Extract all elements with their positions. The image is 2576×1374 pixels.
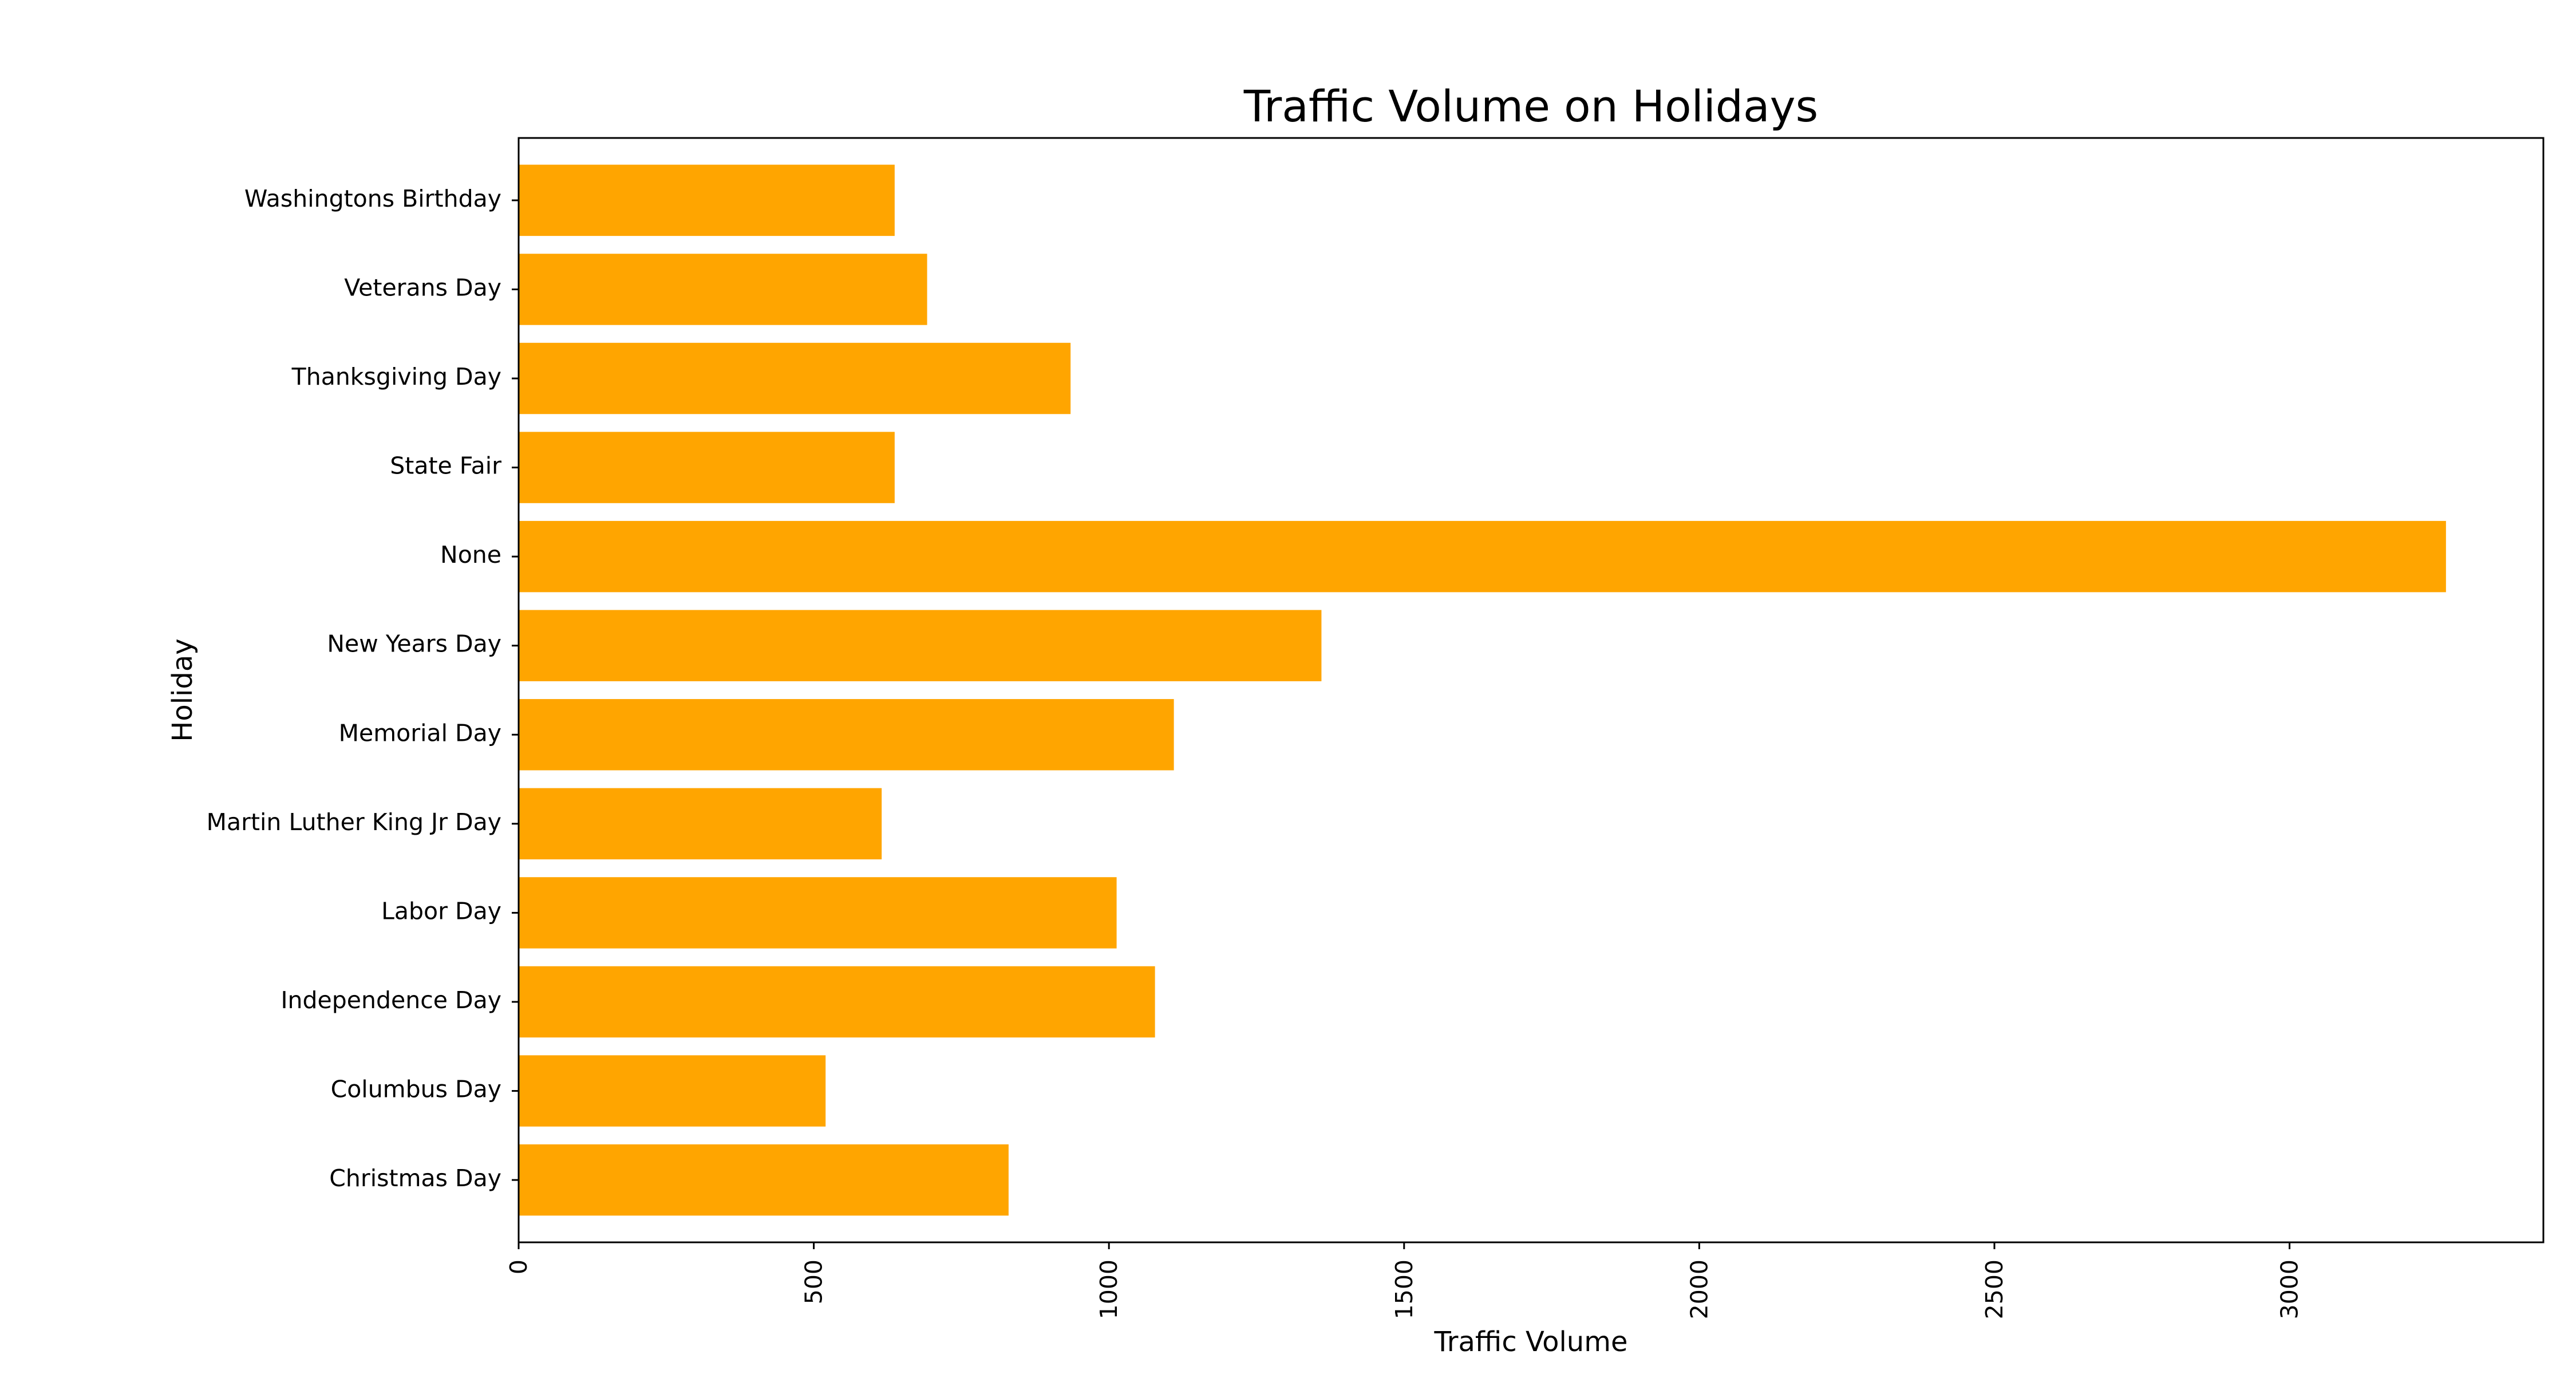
- bar-none: [519, 520, 2446, 593]
- bar-washingtons-birthday: [519, 164, 895, 236]
- bar-christmas-day: [519, 1144, 1009, 1216]
- chart-title: Traffic Volume on Holidays: [1243, 81, 1818, 132]
- x-tick-label: 1500: [1390, 1260, 1418, 1319]
- y-axis-label: Holiday: [167, 638, 199, 741]
- bar-memorial-day: [519, 699, 1174, 771]
- bar-columbus-day: [519, 1055, 826, 1127]
- y-tick-label: New Years Day: [327, 630, 501, 658]
- y-tick-label: Thanksgiving Day: [291, 363, 501, 390]
- y-tick-label: Memorial Day: [339, 719, 501, 747]
- y-tick-label: Christmas Day: [329, 1164, 501, 1192]
- y-tick-label: Columbus Day: [331, 1076, 501, 1103]
- y-tick-label: Independence Day: [280, 986, 501, 1014]
- y-axis-ticks: Christmas Day Columbus Day Independence Da…: [207, 185, 519, 1192]
- bar-new-years-day: [519, 610, 1322, 681]
- x-axis-ticks: 0 500 1000 1500 2000 2500 3000: [505, 1242, 2304, 1319]
- y-tick-label: Martin Luther King Jr Day: [207, 808, 501, 836]
- bar-state-fair: [519, 432, 895, 503]
- bar-thanksgiving-day: [519, 342, 1071, 414]
- y-tick-label: Washingtons Birthday: [244, 185, 501, 212]
- x-axis-label: Traffic Volume: [1434, 1326, 1628, 1358]
- x-tick-label: 2000: [1685, 1260, 1713, 1319]
- y-tick-label: Labor Day: [381, 897, 501, 925]
- x-tick-label: 500: [800, 1260, 828, 1304]
- x-tick-label: 1000: [1095, 1260, 1123, 1319]
- bar-martin-luther-king-jr-day: [519, 788, 882, 860]
- bar-veterans-day: [519, 254, 927, 325]
- y-tick-label: State Fair: [390, 452, 501, 480]
- x-tick-label: 2500: [1981, 1260, 2008, 1319]
- bars-group: [519, 164, 2446, 1216]
- plot-area-frame: [517, 137, 2545, 1243]
- x-tick-label: 3000: [2276, 1260, 2304, 1319]
- bar-independence-day: [519, 966, 1155, 1038]
- y-tick-label: Veterans Day: [344, 274, 501, 301]
- y-tick-label: None: [440, 541, 501, 568]
- x-tick-label: 0: [505, 1260, 532, 1274]
- bar-labor-day: [519, 877, 1117, 949]
